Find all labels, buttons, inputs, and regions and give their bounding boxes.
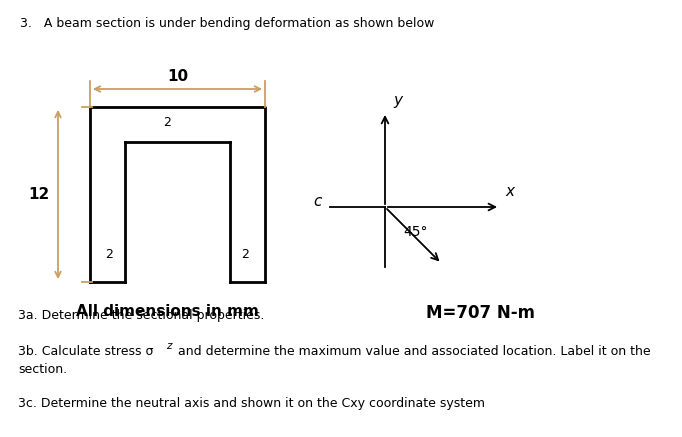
Text: 2: 2 — [106, 247, 113, 260]
Text: 12: 12 — [29, 187, 50, 202]
Text: 3c. Determine the neutral axis and shown it on the Cxy coordinate system: 3c. Determine the neutral axis and shown… — [18, 397, 485, 410]
Text: M=707 N-m: M=707 N-m — [426, 304, 535, 322]
Text: and determine the maximum value and associated location. Label it on the: and determine the maximum value and asso… — [174, 345, 651, 358]
Text: y: y — [393, 93, 402, 108]
Text: 3b. Calculate stress σ: 3b. Calculate stress σ — [18, 345, 153, 358]
Text: 3a. Determine the sectional properties.: 3a. Determine the sectional properties. — [18, 309, 265, 322]
Text: 2: 2 — [241, 247, 250, 260]
Text: c: c — [314, 194, 322, 209]
Text: 45°: 45° — [403, 225, 428, 239]
Text: section.: section. — [18, 363, 67, 376]
Text: 2: 2 — [164, 116, 171, 129]
Text: z: z — [166, 341, 171, 351]
Text: 3.   A beam section is under bending deformation as shown below: 3. A beam section is under bending defor… — [20, 17, 434, 30]
Text: x: x — [505, 184, 514, 199]
Text: 10: 10 — [167, 69, 188, 84]
Text: All dimensions in mm: All dimensions in mm — [76, 304, 259, 319]
